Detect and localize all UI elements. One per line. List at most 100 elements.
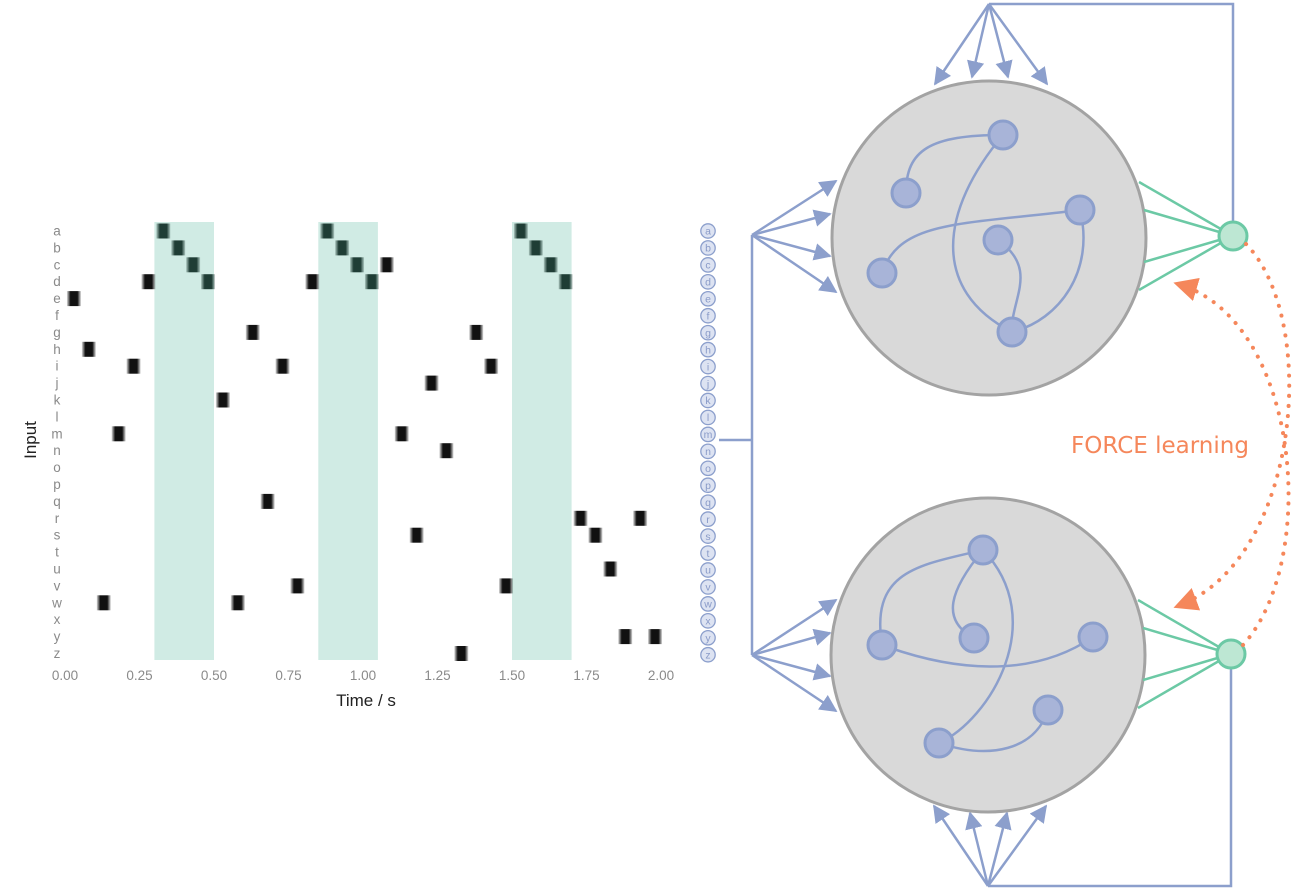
input-unit: [700, 443, 716, 460]
y-tick-label: b: [53, 240, 61, 255]
input-unit-letter: x: [705, 616, 711, 628]
y-tick-label: f: [55, 308, 59, 323]
readout-bottom: [1137, 598, 1247, 710]
y-tick-label: z: [54, 646, 61, 661]
spike-y: [618, 629, 633, 645]
y-tick-label: x: [54, 612, 61, 627]
force-learning-label: FORCE learning: [1071, 433, 1249, 459]
spike-s: [588, 527, 603, 543]
input-unit: [700, 460, 716, 477]
x-tick-label: 0.75: [275, 668, 301, 683]
input-unit: [700, 579, 716, 595]
input-unit: [700, 612, 716, 629]
spike-y: [648, 629, 663, 645]
reservoir-top: [830, 79, 1148, 397]
input-unit-letter: a: [705, 226, 711, 238]
pattern-spike-b: [335, 240, 350, 256]
pattern-spike-c: [186, 257, 201, 273]
time-axis-ticks: 0.00 0.25 0.50 0.75 1.00 1.25 1.50 1.75 2.00: [52, 668, 674, 683]
readout-unit-top: [1217, 220, 1249, 252]
input-unit: [700, 240, 716, 256]
input-unit-letter: y: [705, 633, 711, 645]
pattern-windows: [154, 222, 572, 660]
readout-unit-bottom: [1215, 638, 1247, 670]
spike-g: [469, 324, 484, 340]
input-unit: [700, 477, 716, 494]
input-unit: [700, 409, 716, 426]
pattern-spike-c: [350, 257, 365, 273]
input-unit-letter: r: [706, 514, 710, 526]
x-tick-label: 1.50: [499, 668, 525, 683]
neuron: [1064, 194, 1096, 226]
neurons-top: [866, 119, 1096, 348]
x-tick-label: 0.50: [201, 668, 227, 683]
y-tick-label: d: [53, 274, 61, 289]
input-unit: [700, 511, 716, 528]
input-unit: [700, 307, 716, 324]
input-unit: [700, 358, 716, 375]
input-unit-letter: h: [705, 344, 711, 356]
spike-d: [141, 274, 156, 290]
input-unit-letter: s: [705, 531, 710, 543]
y-tick-label: a: [53, 224, 61, 239]
neuron: [958, 622, 990, 654]
y-tick-label: j: [55, 376, 59, 391]
input-unit: [700, 528, 716, 544]
input-unit: [700, 273, 716, 290]
input-bus: [719, 235, 754, 655]
spike-q: [260, 493, 275, 509]
feedback-loop-bottom: [932, 667, 1233, 888]
spike-r: [633, 510, 648, 526]
pattern-window: [512, 222, 572, 660]
spike-e: [66, 291, 81, 307]
y-tick-label: v: [54, 578, 61, 593]
y-tick-label: k: [54, 393, 61, 408]
x-axis-label: Time / s: [336, 691, 396, 710]
spike-v: [499, 578, 514, 594]
y-tick-label: y: [54, 629, 61, 644]
y-tick-label: m: [51, 426, 62, 441]
x-tick-label: 1.75: [573, 668, 599, 683]
spike-i: [275, 358, 290, 374]
x-tick-label: 1.00: [350, 668, 376, 683]
spike-u: [603, 561, 618, 577]
input-unit-letter: k: [705, 395, 711, 407]
input-unit: [700, 392, 716, 409]
spike-s: [409, 527, 424, 543]
spike-c: [379, 257, 394, 273]
pattern-spike-b: [528, 240, 543, 256]
y-tick-label: t: [55, 545, 59, 560]
input-unit-letter: g: [705, 327, 711, 339]
spike-i: [484, 358, 499, 374]
pattern-spike-a: [156, 223, 171, 239]
spike-j: [424, 375, 439, 391]
input-unit: [700, 341, 716, 358]
neuron: [923, 727, 955, 759]
feedback-loop-top: [933, 2, 1235, 225]
input-unit: [700, 562, 716, 578]
spike-g: [245, 324, 260, 340]
neuron: [1032, 694, 1064, 726]
neuron: [866, 629, 898, 661]
input-unit: [700, 629, 716, 646]
pattern-window: [318, 222, 378, 660]
input-unit: [700, 223, 716, 239]
neuron: [982, 224, 1014, 256]
input-unit-letter: b: [705, 243, 711, 255]
neuron: [987, 119, 1019, 151]
spike-z: [454, 646, 469, 661]
y-tick-label: c: [54, 257, 61, 272]
input-unit-letter: w: [703, 599, 712, 611]
y-tick-label: p: [53, 477, 61, 492]
input-unit: [700, 545, 716, 561]
input-unit-letter: n: [705, 446, 711, 458]
neuron: [1077, 621, 1109, 653]
pattern-spike-c: [543, 257, 558, 273]
readout-top: [1138, 180, 1249, 292]
force-learning-arrows: [1173, 242, 1292, 647]
pattern-spike-b: [171, 240, 186, 256]
spike-v: [290, 578, 305, 594]
